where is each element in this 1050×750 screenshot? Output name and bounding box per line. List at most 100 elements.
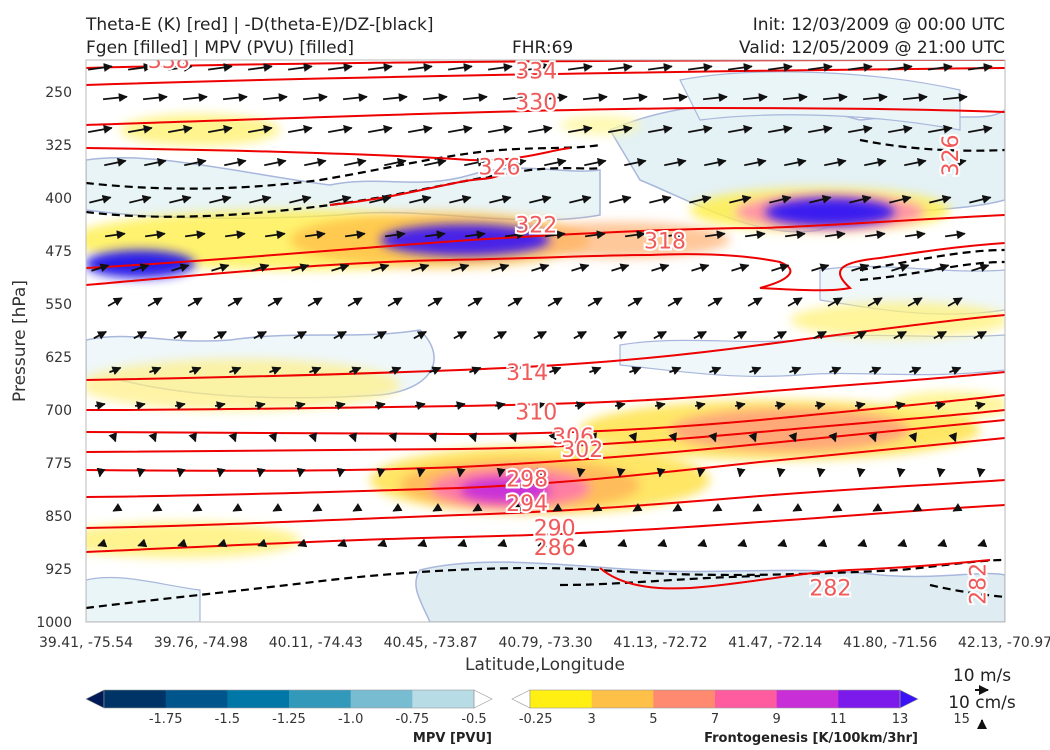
wind-arrow (971, 263, 990, 273)
x-tick-label: 39.76, -74.98 (154, 635, 248, 651)
wind-arrow (109, 366, 122, 375)
wind-arrow (907, 297, 923, 307)
fgen-colorbar: 3 5 7 9 11 13 15 (511, 689, 970, 727)
wind-arrow (662, 93, 688, 103)
wind-arrow (93, 330, 107, 340)
wind-arrow (497, 538, 508, 548)
wind-arrow (574, 401, 586, 411)
wind-arrow (544, 157, 567, 167)
x-axis-label: Latitude,Longitude (465, 655, 625, 675)
wind-arrow (254, 401, 266, 411)
wind-arrow (176, 467, 186, 478)
wind-arrow (728, 124, 753, 134)
wind-arrow (709, 366, 722, 375)
wind-arrow (416, 467, 426, 478)
wind-arrow (368, 124, 393, 134)
wind-arrow (192, 503, 203, 512)
x-tick-label: 41.80, -71.56 (843, 635, 937, 651)
y-axis-label: Pressure [hPa] (10, 280, 30, 402)
wind-arrow (467, 297, 483, 307)
wind-arrow (257, 538, 268, 548)
colorbar-cell (104, 690, 167, 708)
colorbar-tick: -1.75 (149, 712, 183, 727)
wind-arrow (592, 503, 603, 512)
wind-arrow (262, 93, 288, 103)
wind-arrow (417, 538, 428, 548)
wind-arrow (224, 157, 247, 167)
wind-arrow (614, 401, 626, 411)
y-tick-label: 550 (45, 297, 72, 313)
colorbar-cell (289, 690, 352, 708)
wind-arrow (848, 124, 873, 134)
wind-arrow (308, 432, 317, 443)
wind-arrow (293, 330, 307, 340)
wind-arrow (934, 401, 946, 411)
wind-arrow (382, 93, 408, 103)
wind-arrow (822, 93, 848, 103)
wind-arrow (224, 230, 246, 240)
wind-arrow (167, 63, 193, 72)
wind-arrow (384, 230, 406, 240)
wind-arrow (647, 63, 673, 72)
colorbar-tick: -1.25 (272, 712, 306, 727)
wind-arrow (504, 230, 526, 240)
wind-arrow (888, 124, 913, 134)
colorbar-cell (473, 689, 493, 709)
wind-arrow (207, 63, 233, 72)
colorbar-tick: -0.75 (396, 712, 430, 727)
wind-arrow (374, 401, 386, 411)
wind-arrow (649, 194, 672, 204)
wind-arrow (536, 467, 546, 478)
wind-arrow (229, 366, 242, 375)
wind-arrow (816, 467, 826, 478)
wind-arrow (869, 366, 882, 375)
wind-arrow (608, 124, 633, 134)
theta-e-label: 326 (939, 134, 964, 176)
wind-arrow (697, 538, 708, 548)
theta-e-label: 282 (966, 563, 991, 605)
colorbar-cell (776, 690, 839, 708)
wind-arrow (334, 401, 346, 411)
wind-arrow (887, 63, 913, 72)
wind-arrow (531, 263, 550, 273)
title-line-1: Theta-E (K) [red] | -D(theta-E)/DZ-[blac… (86, 15, 434, 35)
wind-arrow (949, 366, 962, 375)
wind-arrow (549, 366, 562, 375)
wind-arrow (129, 194, 152, 204)
wind-arrow (893, 330, 907, 340)
forecast-hour: FHR:69 (512, 38, 574, 58)
colorbar-tick: 3 (588, 712, 596, 727)
x-tick-label: 40.45, -73.87 (384, 635, 478, 651)
wind-arrow (342, 93, 368, 103)
y-tick-label: 700 (45, 403, 72, 419)
wind-arrow (742, 93, 768, 103)
wind-arrow (927, 63, 953, 72)
x-tick-label: 42.13, -70.97 (958, 635, 1050, 651)
wind-arrow (808, 124, 833, 134)
wind-arrow (973, 330, 987, 340)
wind-arrow (589, 366, 602, 375)
wind-arrow (187, 297, 203, 307)
fgen-colorbar-label: Frontogenesis [K/100km/3hr] (704, 731, 918, 746)
wind-arrow (744, 230, 766, 240)
wind-arrow (269, 366, 282, 375)
wind-arrow (747, 297, 763, 307)
wind-arrow (304, 157, 327, 167)
x-tick-label: 39.41, -75.54 (39, 635, 133, 651)
wind-arrow (854, 401, 866, 411)
wind-arrow (807, 63, 833, 72)
wind-arrow (944, 230, 966, 240)
wind-legend-ms: 10 m/s (953, 666, 1011, 686)
wind-arrow (447, 63, 473, 72)
wind-arrow (542, 93, 568, 103)
plot-frame (85, 59, 1006, 623)
wind-arrow (297, 538, 308, 548)
wind-arrow (377, 538, 388, 548)
wind-arrow (952, 503, 963, 512)
wind-arrow (148, 432, 157, 443)
colorbar-cell (838, 690, 901, 708)
colorbar-cell (85, 689, 105, 709)
wind-arrow (427, 297, 443, 307)
wind-arrow (89, 194, 112, 204)
wind-arrow (904, 230, 926, 240)
